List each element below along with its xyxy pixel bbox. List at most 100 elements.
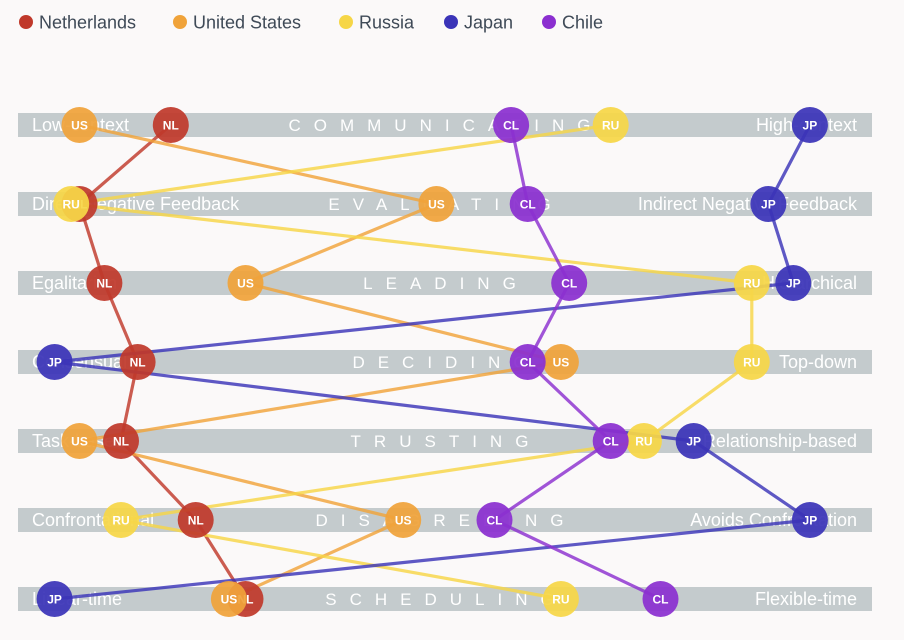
legend-marker: [339, 15, 353, 29]
marker-circle: [542, 581, 579, 617]
legend-marker: [542, 15, 556, 29]
marker-us[interactable]: US: [385, 502, 422, 538]
marker-label: CL: [653, 593, 669, 607]
marker-label: CL: [561, 277, 577, 291]
marker-ru[interactable]: RU: [625, 423, 662, 459]
marker-circle: [103, 502, 139, 538]
scale-name: DECIDING: [352, 353, 539, 372]
scale-right-label: Flexible-time: [755, 589, 857, 609]
scale-right-label: Indirect Negative Feedback: [638, 194, 858, 214]
scale-right-label: Avoids Confrontation: [690, 510, 857, 530]
marker-ru[interactable]: RU: [592, 107, 629, 143]
marker-circle: [625, 423, 662, 459]
marker-circle: [675, 423, 712, 459]
marker-us[interactable]: US: [61, 423, 98, 459]
marker-label: US: [428, 198, 445, 212]
marker-label: RU: [743, 277, 760, 291]
marker-ru[interactable]: RU: [103, 502, 139, 538]
marker-jp[interactable]: JP: [791, 502, 828, 538]
scale-name: SCHEDULING: [325, 590, 566, 609]
marker-us[interactable]: US: [227, 265, 264, 301]
marker-label: JP: [686, 435, 701, 449]
scale-band: [18, 587, 872, 611]
legend-item-nl[interactable]: Netherlands: [19, 13, 136, 33]
marker-circle: [476, 502, 513, 538]
marker-label: JP: [803, 119, 818, 133]
marker-circle: [542, 344, 579, 380]
marker-circle: [210, 581, 247, 617]
marker-label: RU: [635, 435, 652, 449]
legend-item-ru[interactable]: Russia: [339, 13, 415, 33]
scale-right-label: Relationship-based: [703, 431, 857, 451]
marker-circle: [592, 423, 629, 459]
marker-ru[interactable]: RU: [733, 265, 770, 301]
marker-jp[interactable]: JP: [36, 581, 73, 617]
marker-nl[interactable]: NL: [119, 344, 156, 380]
scale-name: DISAGREEING: [315, 511, 576, 530]
marker-circle: [53, 186, 90, 222]
legend-label: United States: [193, 13, 301, 33]
scale-row-communicating: Low-contextCOMMUNICATINGHigh-context: [18, 113, 872, 137]
marker-circle: [493, 107, 530, 143]
legend-marker: [173, 15, 187, 29]
scale-band: [18, 350, 872, 374]
scale-row-deciding: Consensual DECIDING Top-down: [18, 350, 872, 374]
marker-circle: [733, 265, 770, 301]
marker-label: US: [71, 119, 88, 133]
marker-label: CL: [520, 356, 536, 370]
marker-circle: [36, 344, 73, 380]
marker-label: NL: [163, 119, 179, 133]
marker-jp[interactable]: JP: [750, 186, 787, 222]
marker-circle: [509, 344, 546, 380]
marker-label: RU: [552, 593, 569, 607]
series-markers: NLNLNLNLNLNLNLUSUSUSUSUSUSUSRURURURURURU…: [36, 107, 828, 617]
legend-item-us[interactable]: United States: [173, 13, 301, 33]
marker-label: US: [395, 514, 412, 528]
legend-label: Japan: [464, 13, 513, 33]
marker-circle: [418, 186, 455, 222]
scale-name: LEADING: [363, 274, 529, 293]
marker-ru[interactable]: RU: [542, 581, 579, 617]
marker-circle: [119, 344, 156, 380]
marker-nl[interactable]: NL: [86, 265, 123, 301]
marker-label: CL: [503, 119, 519, 133]
marker-label: JP: [47, 356, 62, 370]
marker-jp[interactable]: JP: [791, 107, 828, 143]
marker-us[interactable]: US: [418, 186, 455, 222]
marker-label: JP: [761, 198, 776, 212]
marker-cl[interactable]: CL: [551, 265, 588, 301]
scale-right-label: Top-down: [779, 352, 857, 372]
marker-jp[interactable]: JP: [775, 265, 812, 301]
marker-ru[interactable]: RU: [53, 186, 90, 222]
marker-jp[interactable]: JP: [36, 344, 73, 380]
marker-circle: [642, 581, 679, 617]
marker-label: US: [221, 593, 238, 607]
marker-us[interactable]: US: [542, 344, 579, 380]
marker-cl[interactable]: CL: [642, 581, 679, 617]
legend-label: Netherlands: [39, 13, 136, 33]
marker-nl[interactable]: NL: [103, 423, 139, 459]
legend-item-cl[interactable]: Chile: [542, 13, 603, 33]
marker-cl[interactable]: CL: [509, 344, 546, 380]
marker-label: JP: [786, 277, 801, 291]
marker-circle: [61, 423, 98, 459]
marker-cl[interactable]: CL: [509, 186, 546, 222]
legend-item-jp[interactable]: Japan: [444, 13, 513, 33]
marker-us[interactable]: US: [210, 581, 247, 617]
marker-label: CL: [520, 198, 536, 212]
marker-label: RU: [112, 514, 129, 528]
marker-cl[interactable]: CL: [493, 107, 530, 143]
marker-circle: [733, 344, 770, 380]
marker-circle: [86, 265, 123, 301]
marker-cl[interactable]: CL: [592, 423, 629, 459]
marker-nl[interactable]: NL: [177, 502, 214, 538]
marker-label: RU: [602, 119, 619, 133]
marker-jp[interactable]: JP: [675, 423, 712, 459]
marker-ru[interactable]: RU: [733, 344, 770, 380]
scale-band: [18, 429, 872, 453]
marker-us[interactable]: US: [61, 107, 98, 143]
legend-label: Russia: [359, 13, 415, 33]
marker-nl[interactable]: NL: [152, 107, 189, 143]
marker-cl[interactable]: CL: [476, 502, 513, 538]
